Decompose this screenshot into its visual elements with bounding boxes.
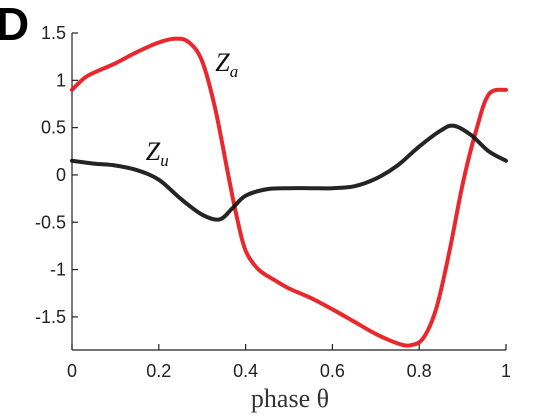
x-tick-label: 0.4 <box>233 361 258 381</box>
y-axis-ticks: 1.5 1 0.5 0 -0.5 -1 -1.5 <box>35 23 78 327</box>
series-annotations: Za Zu <box>146 48 238 170</box>
x-tick-label: 1 <box>501 361 511 381</box>
y-tick-label: -1 <box>50 260 66 280</box>
series-line-z-a <box>70 36 508 348</box>
series-layer <box>70 36 508 348</box>
x-axis-ticks: 0 0.2 0.4 0.6 0.8 1 <box>67 344 511 381</box>
y-tick-label: 0 <box>56 165 66 185</box>
x-tick-label: 0.6 <box>320 361 345 381</box>
x-axis-label: phase θ <box>251 384 329 413</box>
y-tick-label: 0.5 <box>41 118 66 138</box>
y-tick-label: 1.5 <box>41 23 66 43</box>
x-tick-label: 0.2 <box>146 361 171 381</box>
x-tick-label: 0.8 <box>407 361 432 381</box>
series-label-z-a: Za <box>215 48 238 81</box>
axes <box>71 33 506 351</box>
y-tick-label: -0.5 <box>35 212 66 232</box>
panel-label: D <box>0 0 29 50</box>
y-tick-label: -1.5 <box>35 307 66 327</box>
x-tick-label: 0 <box>67 361 77 381</box>
y-tick-label: 1 <box>56 70 66 90</box>
series-label-z-u: Zu <box>146 137 169 170</box>
series-line-z-u <box>70 123 508 222</box>
